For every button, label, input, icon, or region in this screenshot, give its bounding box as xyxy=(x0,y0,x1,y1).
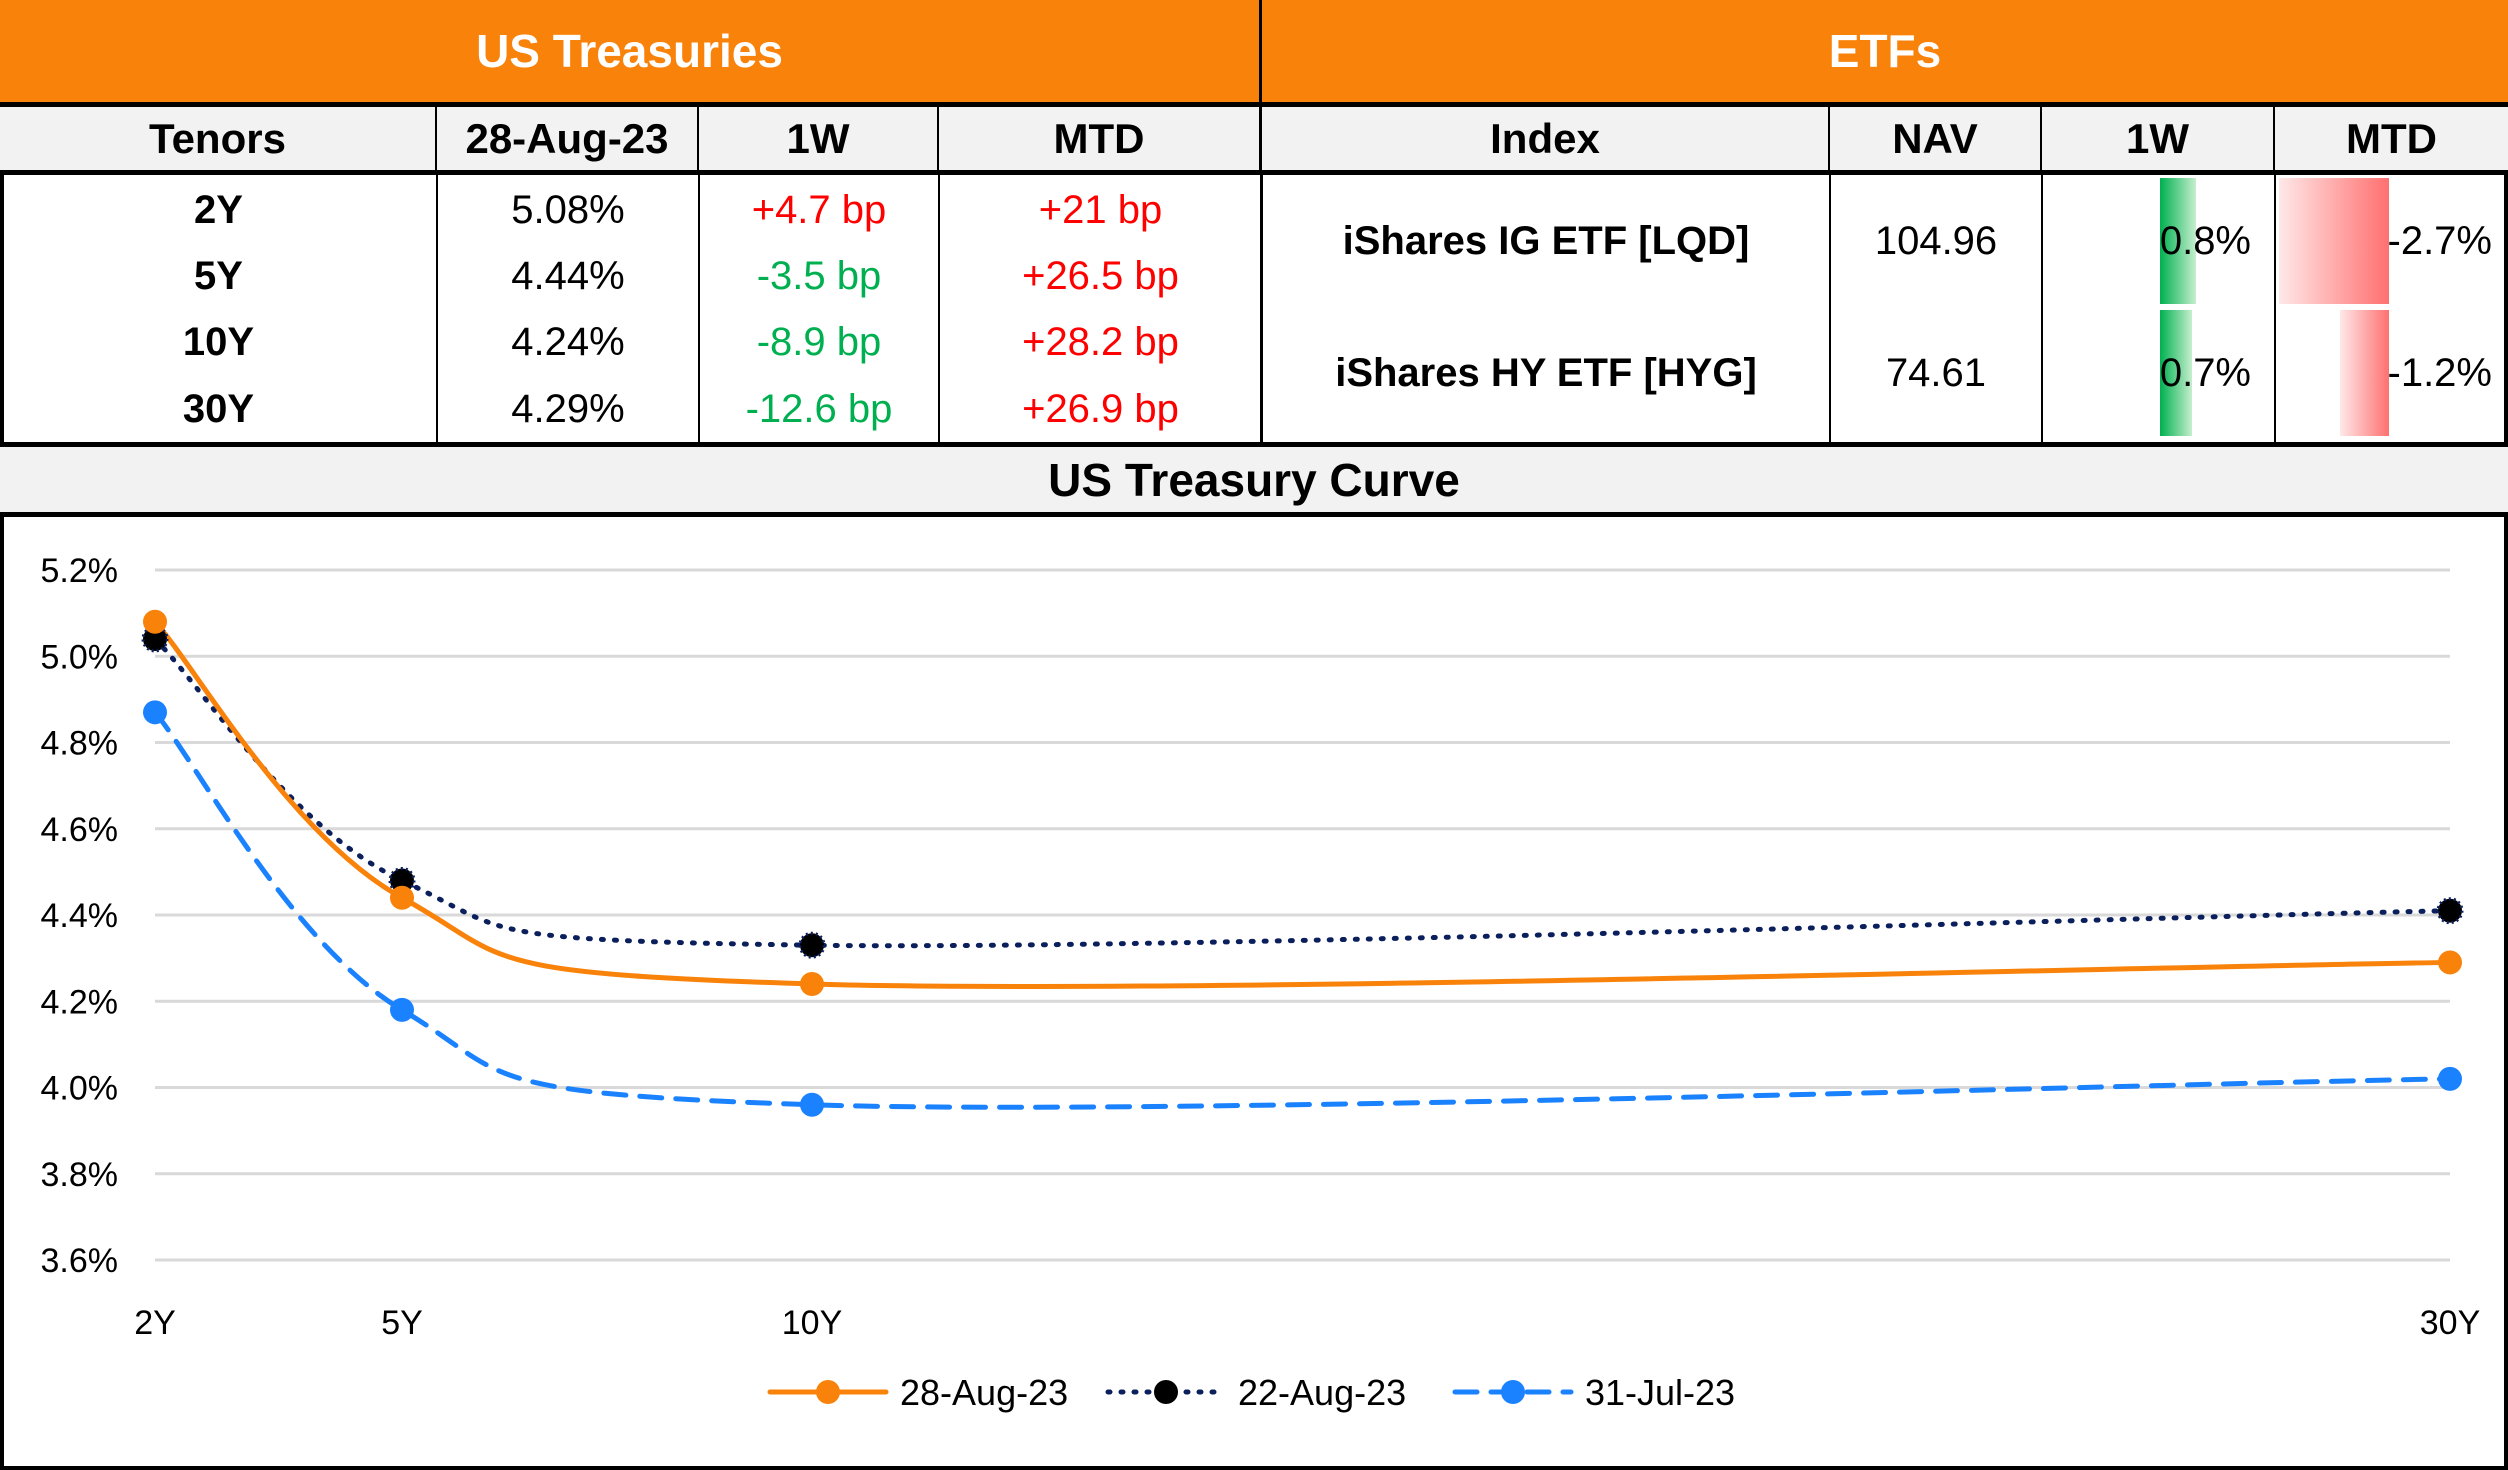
etf-nav-cell: 104.96 xyxy=(1874,218,1998,263)
tenor-cell: 2Y xyxy=(194,187,243,232)
data-point-31-Jul-23-2Y xyxy=(143,700,167,725)
col-header-mtd: MTD xyxy=(939,107,1262,175)
legend-item: 28-Aug-23 xyxy=(767,1372,1068,1413)
data-point-28-Aug-23-10Y xyxy=(800,972,824,996)
etf-1w-cell: 0.8% xyxy=(2159,218,2251,263)
data-point-28-Aug-23-2Y xyxy=(143,609,167,634)
yield-cell: 4.44% xyxy=(511,253,625,298)
legend-marker-icon xyxy=(816,1380,840,1404)
y-tick-label: 4.0% xyxy=(41,1070,119,1108)
legend-item: 31-Jul-23 xyxy=(1452,1372,1735,1413)
change-mtd-cell: +26.9 bp xyxy=(1022,386,1179,431)
treasuries-section-title: US Treasuries xyxy=(0,0,1262,107)
etf-mtd-cell: -2.7% xyxy=(2387,218,2493,263)
divider xyxy=(1260,172,1263,444)
etf-nav-cell: 74.61 xyxy=(1885,350,1987,395)
etf-name-cell: iShares HY ETF [HYG] xyxy=(1335,350,1757,395)
x-tick-label: 30Y xyxy=(2420,1304,2481,1342)
x-tick-label: 5Y xyxy=(381,1304,423,1342)
etfs-section-title: ETFs xyxy=(1262,0,2508,107)
col-header-etf-mtd: MTD xyxy=(2275,107,2508,175)
data-point-28-Aug-23-5Y xyxy=(390,885,414,910)
col-header-etf-1w: 1W xyxy=(2042,107,2275,175)
y-tick-label: 4.2% xyxy=(41,983,119,1021)
change-1w-cell: -12.6 bp xyxy=(745,386,893,431)
data-point-22-Aug-23-30Y xyxy=(2436,897,2464,925)
y-tick-label: 4.4% xyxy=(41,897,119,935)
databar-mtd xyxy=(2278,178,2389,304)
y-tick-label: 5.2% xyxy=(41,552,119,590)
y-tick-label: 5.0% xyxy=(41,638,119,676)
divider xyxy=(436,172,438,444)
databar-1w xyxy=(2160,310,2192,436)
etf-mtd-cell: -1.2% xyxy=(2387,350,2493,395)
legend-label: 31-Jul-23 xyxy=(1585,1372,1735,1413)
tenor-cell: 30Y xyxy=(182,386,255,431)
yield-cell: 5.08% xyxy=(511,187,625,232)
etf-1w-cell: 0.7% xyxy=(2159,350,2251,395)
col-header-nav: NAV xyxy=(1830,107,2042,175)
yield-cell: 4.29% xyxy=(511,386,625,431)
data-point-31-Jul-23-5Y xyxy=(390,997,414,1022)
databar-mtd xyxy=(2340,310,2389,436)
y-tick-label: 3.6% xyxy=(41,1242,119,1280)
divider xyxy=(2041,172,2043,444)
series-line-28-Aug-23 xyxy=(152,619,2453,989)
divider xyxy=(2274,172,2276,444)
legend-marker-icon xyxy=(1154,1380,1178,1404)
databar-1w xyxy=(2160,178,2196,304)
col-header-index: Index xyxy=(1262,107,1830,175)
change-1w-cell: -3.5 bp xyxy=(756,253,882,298)
data-point-31-Jul-23-10Y xyxy=(800,1092,824,1117)
legend-item: 22-Aug-23 xyxy=(1105,1372,1406,1413)
data-point-31-Jul-23-30Y xyxy=(2438,1066,2462,1091)
divider xyxy=(1829,172,1831,444)
col-header-tenors: Tenors xyxy=(0,107,437,175)
series-line-31-Jul-23 xyxy=(152,709,2453,1110)
legend-label: 22-Aug-23 xyxy=(1238,1372,1406,1413)
x-tick-label: 2Y xyxy=(134,1304,176,1342)
divider xyxy=(698,172,700,444)
legend-label: 28-Aug-23 xyxy=(900,1372,1068,1413)
series-line-22-Aug-23 xyxy=(152,636,2453,949)
treasury-curve-chart: 3.6% 3.8% 4.0% 4.2% 4.4% 4.6% 4.8% 5.0% 5.2% 2Y 5… xyxy=(41,552,2481,1413)
change-mtd-cell: +21 bp xyxy=(1038,187,1163,232)
tenor-cell: 10Y xyxy=(182,319,255,364)
y-tick-label: 3.8% xyxy=(41,1156,119,1194)
change-1w-cell: +4.7 bp xyxy=(751,187,887,232)
tenor-cell: 5Y xyxy=(194,253,243,298)
divider xyxy=(938,172,940,444)
yield-cell: 4.24% xyxy=(511,319,625,364)
chart-title: US Treasury Curve xyxy=(0,442,2508,517)
change-1w-cell: -8.9 bp xyxy=(756,319,882,364)
change-mtd-cell: +26.5 bp xyxy=(1022,253,1179,298)
etf-name-cell: iShares IG ETF [LQD] xyxy=(1342,218,1750,263)
y-tick-label: 4.8% xyxy=(41,725,119,763)
col-header-1w: 1W xyxy=(699,107,939,175)
col-header-date: 28-Aug-23 xyxy=(437,107,699,175)
change-mtd-cell: +28.2 bp xyxy=(1022,319,1179,364)
data-point-22-Aug-23-5Y xyxy=(388,867,416,894)
data-point-22-Aug-23-10Y xyxy=(798,931,826,959)
y-tick-label: 4.6% xyxy=(41,811,119,849)
data-point-28-Aug-23-30Y xyxy=(2438,950,2462,975)
legend-marker-icon xyxy=(1501,1380,1525,1404)
x-tick-label: 10Y xyxy=(782,1304,843,1342)
